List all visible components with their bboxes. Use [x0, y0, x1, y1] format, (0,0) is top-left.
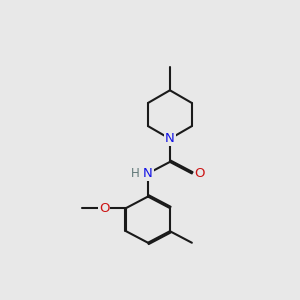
Text: O: O — [195, 167, 205, 180]
Text: N: N — [165, 132, 175, 145]
Text: N: N — [143, 167, 153, 180]
Text: H: H — [130, 167, 139, 180]
Text: O: O — [99, 202, 109, 214]
